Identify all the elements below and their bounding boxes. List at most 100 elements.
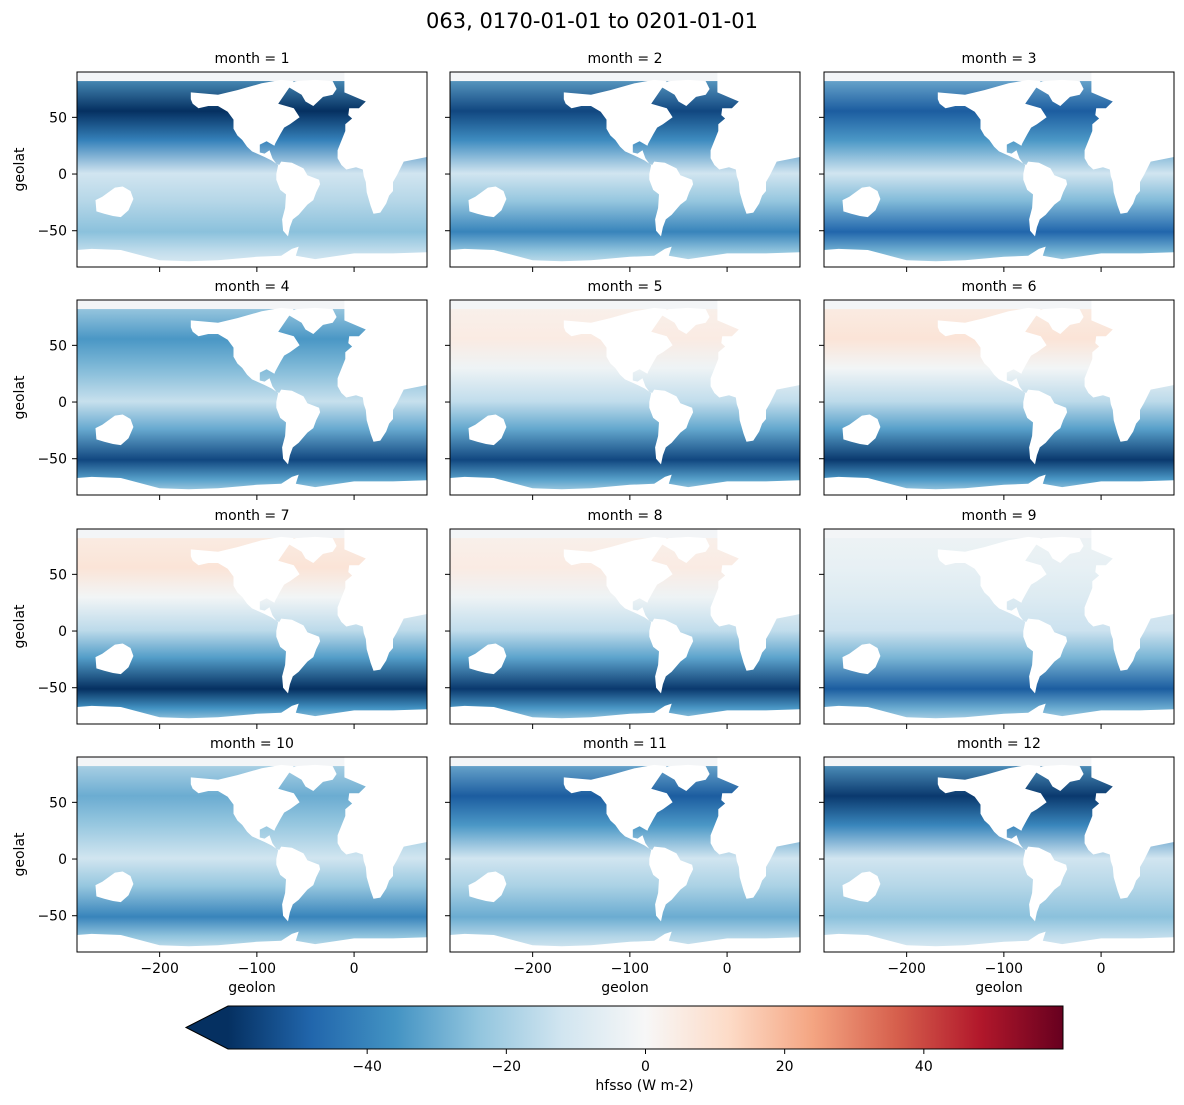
panel-frame [823, 756, 1175, 953]
land-africa-eurasia [710, 757, 800, 899]
map-panel-7: month = 7 −50 0 50 geolat [12, 508, 428, 734]
land-americas [937, 536, 1068, 694]
y-axis-label: geolat [12, 832, 28, 877]
arctic-cap [824, 72, 1174, 82]
panel-title: month = 12 [957, 736, 1041, 752]
panel-title: month = 3 [962, 51, 1037, 67]
land-africa-eurasia [1084, 529, 1174, 671]
panel-frame [76, 71, 428, 268]
land-antarctica [450, 474, 800, 505]
x-axis-label: geolon [601, 980, 648, 996]
panel-frame [823, 528, 1175, 725]
panel-title: month = 5 [588, 279, 663, 295]
land-antarctica [77, 703, 427, 734]
land-africa-eurasia [1084, 757, 1174, 899]
arctic-cap [824, 529, 1174, 539]
y-tick-label: 50 [49, 567, 67, 583]
land-africa-eurasia [337, 300, 427, 442]
land-australia [842, 414, 881, 446]
land-americas [937, 307, 1068, 465]
x-tick-label: −200 [513, 961, 551, 977]
y-tick-label: 50 [49, 110, 67, 126]
land-africa-eurasia [1084, 72, 1174, 214]
colorbar-tick-label: 40 [915, 1059, 933, 1075]
land-australia [468, 414, 507, 446]
colorbar-extend-arrow [186, 1006, 228, 1049]
x-tick-label: 0 [723, 961, 732, 977]
land-americas [563, 764, 694, 922]
arctic-cap [77, 300, 427, 310]
x-tick-label: −100 [985, 961, 1023, 977]
land-africa-eurasia [337, 72, 427, 214]
x-tick-label: −200 [140, 961, 178, 977]
arctic-cap [77, 529, 427, 539]
land-americas [190, 307, 321, 465]
map-panel-5: month = 5 [445, 279, 801, 505]
map-panel-9: month = 9 [819, 508, 1175, 734]
land-africa-eurasia [710, 300, 800, 442]
land-greenland [1031, 764, 1084, 791]
panel-frame [76, 299, 428, 496]
panel-frame [76, 756, 428, 953]
y-axis-label: geolat [12, 375, 28, 420]
land-antarctica [824, 246, 1174, 277]
land-americas [937, 79, 1068, 237]
land-americas [190, 764, 321, 922]
colorbar-outline [184, 1005, 1064, 1050]
land-antarctica [77, 474, 427, 505]
land-antarctica [824, 474, 1174, 505]
map-panel-10: month = 10 −200 −100 0 −50 0 50 geolat geolon [12, 736, 428, 996]
arctic-cap [450, 72, 800, 82]
colorbar-tick-label: −20 [492, 1059, 522, 1075]
land-antarctica [450, 246, 800, 277]
panel-title: month = 9 [962, 508, 1037, 524]
land-americas [563, 536, 694, 694]
panel-title: month = 10 [210, 736, 294, 752]
map-panel-4: month = 4 −50 0 50 geolat [12, 279, 428, 505]
y-tick-label: −50 [37, 452, 67, 468]
x-axis-label: geolon [228, 980, 275, 996]
y-tick-label: 50 [49, 338, 67, 354]
map-panel-1: month = 1 −50 0 50 geolat [12, 51, 428, 277]
land-greenland [657, 536, 710, 563]
y-tick-label: 0 [58, 624, 67, 640]
land-australia [95, 186, 134, 218]
map-panel-8: month = 8 [445, 508, 801, 734]
land-australia [468, 643, 507, 675]
land-greenland [1031, 536, 1084, 563]
panel-frame [823, 299, 1175, 496]
land-australia [842, 871, 881, 903]
y-tick-label: −50 [37, 909, 67, 925]
map-panel-11: month = 11 −200 −100 0 geolon [445, 736, 801, 996]
y-axis-label: geolat [12, 604, 28, 649]
land-greenland [657, 764, 710, 791]
panel-frame [76, 528, 428, 725]
x-tick-label: 0 [350, 961, 359, 977]
panel-title: month = 1 [215, 51, 290, 67]
x-axis-label: geolon [975, 980, 1022, 996]
y-tick-label: 0 [58, 167, 67, 183]
panel-frame [823, 71, 1175, 268]
map-panel-3: month = 3 [819, 51, 1175, 277]
panel-title: month = 11 [583, 736, 667, 752]
arctic-cap [824, 300, 1174, 310]
colorbar-ramp [228, 1006, 1063, 1049]
land-antarctica [450, 931, 800, 962]
panel-frame [449, 756, 801, 953]
x-tick-label: 0 [1097, 961, 1106, 977]
land-australia [95, 414, 134, 446]
land-greenland [284, 536, 337, 563]
land-australia [842, 643, 881, 675]
arctic-cap [450, 529, 800, 539]
panel-title: month = 8 [588, 508, 663, 524]
panel-title: month = 6 [962, 279, 1037, 295]
map-panel-12: month = 12 −200 −100 0 geolon [819, 736, 1175, 996]
land-greenland [1031, 79, 1084, 106]
arctic-cap [77, 72, 427, 82]
land-australia [842, 186, 881, 218]
land-antarctica [824, 703, 1174, 734]
map-panel-6: month = 6 [819, 279, 1175, 505]
y-tick-label: 50 [49, 795, 67, 811]
y-axis-label: geolat [12, 147, 28, 192]
land-greenland [657, 79, 710, 106]
